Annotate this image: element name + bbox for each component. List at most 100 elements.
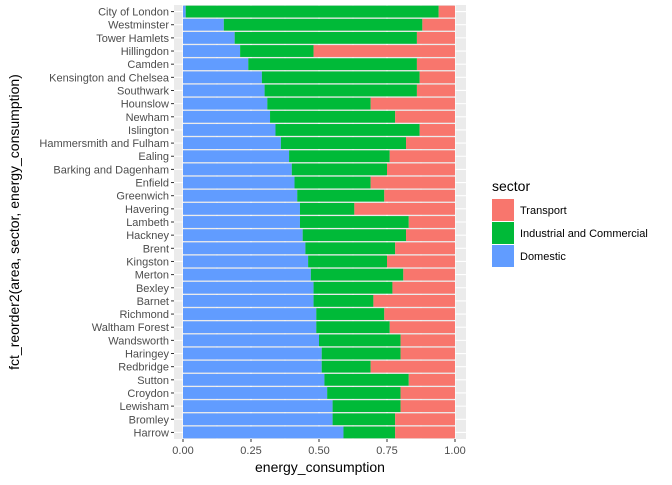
bar-segment [291,163,387,176]
bar-segment [395,242,455,255]
bar-segment [313,281,393,294]
y-tick-label: Haringey [125,349,170,361]
bar-segment [419,124,455,136]
bar-segment [183,97,268,110]
bar-segment [183,71,262,84]
y-tick-label: Hillingdon [121,46,169,58]
y-tick-label: Newham [126,112,169,124]
bar-segment [387,163,455,176]
bar-segment [183,255,309,268]
bar-segment [183,373,325,386]
legend-key [492,245,514,267]
bar-segment [313,294,374,307]
bar-segment [183,229,303,242]
y-tick-label: Brent [143,243,169,255]
bar-segment [183,18,224,31]
legend-label: Industrial and Commercial [520,228,648,240]
bar-segment [183,110,271,123]
y-tick-label: Enfield [135,178,169,190]
bar-segment [419,71,455,84]
x-tick-label: 0.00 [172,445,193,457]
bar-segment [400,347,455,360]
y-tick-label: Hounslow [121,99,169,111]
bar-segment [316,308,385,320]
y-tick-label: Ealing [138,151,169,163]
bar-segment [321,360,371,373]
bar-segment [183,360,322,373]
y-tick-label: Hackney [126,230,169,242]
bar-segment [183,5,186,18]
bar-segment [313,45,455,57]
x-tick-label: 1.00 [444,445,465,457]
bar-segment [183,216,300,228]
bar-segment [332,413,396,426]
bar-segment [400,334,455,347]
bar-segment [406,229,455,242]
y-tick-label: Hammersmith and Fulham [39,138,169,150]
bar-segment [183,150,290,163]
bar-segment [395,110,455,123]
bar-segment [267,97,371,110]
bar-segment [289,150,390,163]
y-tick-label: Camden [127,59,169,71]
bar-segment [183,281,314,294]
bar-segment [389,150,455,163]
bar-segment [299,216,409,228]
bar-segment [183,268,311,281]
bar-segment [324,373,409,386]
y-tick-label: Lambeth [126,217,169,229]
y-tick-label: Wandsworth [108,335,169,347]
bar-segment [370,176,455,189]
y-tick-label: Bromley [129,414,170,426]
x-tick-label: 0.25 [240,445,261,457]
y-tick-label: Bexley [136,283,170,295]
legend-label: Transport [520,205,567,217]
y-tick-label: Sutton [137,375,169,387]
y-tick-label: Kensington and Chelsea [49,72,170,84]
y-tick-label: Havering [125,204,169,216]
bar-segment [183,137,281,150]
bar-segment [270,110,396,123]
bar-segment [183,321,317,334]
bar-segment [370,360,455,373]
bar-segment [240,45,314,57]
bar-segment [308,255,387,268]
bar-segment [264,84,417,97]
y-axis-title: fct_reorder2(area, sector, energy_consum… [6,74,22,370]
bar-segment [408,216,455,228]
bar-segment [305,242,396,255]
bar-segment [395,413,455,426]
x-axis-title: energy_consumption [255,459,385,475]
y-tick-label: Redbridge [118,362,169,374]
legend-key [492,222,514,244]
bar-segment [400,387,455,399]
bar-segment [354,202,455,215]
bar-segment [416,58,455,71]
bar-segment [327,387,401,399]
bar-segment [384,308,455,320]
bar-segment [395,426,455,439]
bars [183,5,455,439]
y-tick-label: Westminster [108,20,169,32]
y-tick-label: Waltham Forest [92,322,169,334]
y-tick-label: Greenwich [116,191,169,203]
bar-segment [223,18,423,31]
bar-segment [275,124,420,136]
bar-segment [183,413,333,426]
y-tick-label: Tower Hamlets [96,33,169,45]
bar-segment [400,400,455,413]
bar-segment [183,347,322,360]
x-tick-label: 0.75 [376,445,397,457]
bar-segment [183,308,317,320]
legend: sector Transport Industrial and Commercia… [492,178,648,267]
bar-segment [408,373,455,386]
bar-segment [183,202,300,215]
legend-key [492,199,514,221]
bar-segment [406,137,455,150]
y-tick-label: Barking and Dagenham [53,164,169,176]
bar-segment [387,255,455,268]
bar-segment [297,189,385,202]
bar-segment [343,426,396,439]
